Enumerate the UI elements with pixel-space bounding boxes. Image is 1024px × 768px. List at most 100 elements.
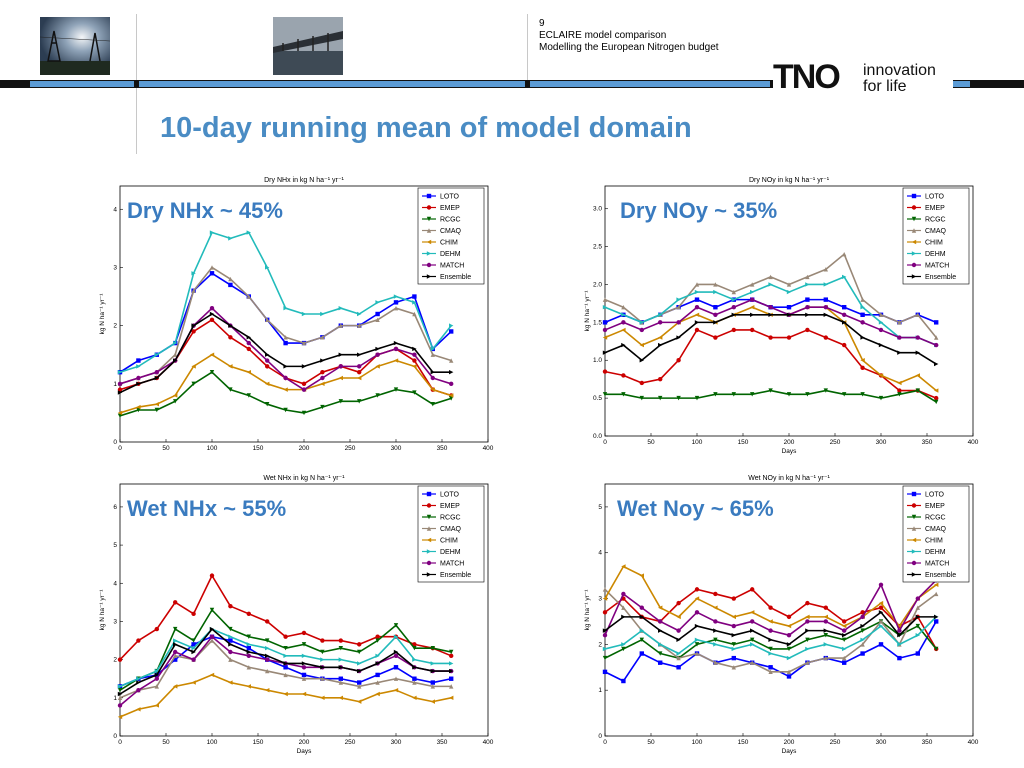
legend-label: LOTO — [440, 193, 459, 200]
data-point — [191, 323, 196, 328]
data-point — [449, 676, 454, 681]
data-point — [694, 610, 700, 615]
data-point — [117, 691, 123, 697]
data-point — [265, 619, 270, 624]
data-point — [375, 634, 380, 639]
data-point — [823, 633, 828, 638]
y-tick-label: 2 — [598, 641, 602, 648]
data-point — [265, 657, 270, 662]
data-point — [897, 335, 902, 340]
data-point — [191, 657, 196, 662]
data-point — [694, 320, 700, 325]
y-axis-label: kg N ha⁻¹ yr⁻¹ — [99, 293, 106, 335]
data-point — [173, 352, 178, 357]
data-point — [191, 611, 196, 617]
series-rcgc — [117, 369, 454, 419]
data-point — [136, 375, 141, 381]
chart-wet-nhx: Wet NHx in kg N ha⁻¹ yr⁻¹0 50 100 150 200 250… — [99, 475, 494, 755]
data-point — [823, 619, 828, 624]
data-point — [209, 626, 215, 632]
data-point — [338, 638, 343, 643]
data-point — [786, 669, 792, 675]
x-tick-label: 100 — [207, 445, 218, 452]
data-point — [283, 645, 288, 651]
data-point — [412, 390, 417, 395]
x-tick-label: 400 — [483, 445, 494, 452]
legend-label: EMEP — [925, 503, 945, 510]
y-axis-label: kg N ha⁻¹ yr⁻¹ — [584, 290, 591, 332]
data-point — [768, 628, 773, 633]
data-point — [805, 282, 810, 287]
x-tick-label: 350 — [437, 739, 448, 746]
series-ensemble — [117, 626, 454, 697]
data-point — [713, 282, 718, 287]
data-point — [209, 317, 215, 323]
data-point — [602, 596, 608, 601]
data-point — [209, 271, 215, 276]
data-point — [750, 642, 755, 647]
data-point — [676, 600, 681, 606]
data-point — [621, 305, 626, 310]
data-point — [731, 623, 736, 629]
data-point — [412, 352, 417, 357]
data-point — [713, 628, 718, 633]
data-point — [786, 646, 792, 652]
data-point — [228, 364, 233, 369]
data-point — [173, 638, 178, 643]
data-point — [338, 676, 343, 681]
data-point — [209, 265, 215, 270]
data-point — [430, 401, 435, 407]
data-point — [430, 684, 435, 689]
data-point — [430, 668, 435, 674]
data-point — [154, 375, 159, 381]
data-point — [375, 364, 380, 369]
data-point — [750, 289, 755, 295]
data-point — [768, 619, 773, 624]
data-point — [375, 638, 380, 643]
legend-label: LOTO — [440, 491, 459, 498]
data-point — [209, 305, 215, 311]
data-point — [860, 614, 865, 620]
data-point — [209, 369, 215, 375]
data-point — [676, 358, 681, 363]
data-point — [375, 672, 380, 678]
data-point — [154, 703, 159, 708]
data-point — [209, 634, 215, 639]
data-point — [357, 352, 362, 357]
data-point — [246, 369, 251, 375]
data-point — [246, 294, 251, 299]
legend-marker — [911, 239, 917, 245]
data-point — [658, 312, 663, 317]
legend-label: CMAQ — [925, 526, 947, 533]
data-point — [750, 637, 755, 642]
data-point — [265, 653, 270, 659]
y-tick-label: 0 — [598, 733, 602, 740]
data-point — [117, 410, 123, 416]
data-point — [768, 637, 773, 642]
data-point — [449, 393, 454, 398]
x-tick-label: 200 — [784, 739, 795, 746]
data-point — [265, 265, 270, 270]
data-point — [805, 392, 810, 397]
data-point — [136, 707, 141, 712]
data-point — [117, 387, 123, 392]
data-point — [246, 665, 251, 670]
data-point — [375, 691, 380, 697]
data-point — [934, 619, 939, 624]
data-point — [860, 365, 865, 371]
data-point — [393, 665, 399, 670]
data-point — [805, 614, 810, 620]
data-point — [750, 392, 755, 397]
series-loto — [602, 619, 939, 684]
data-point — [154, 369, 159, 375]
legend-label: Ensemble — [440, 572, 471, 579]
meta-line-2: Modelling the European Nitrogen budget — [539, 42, 719, 53]
legend-marker — [426, 251, 432, 256]
data-point — [842, 637, 847, 642]
data-point — [265, 381, 270, 387]
data-point — [154, 352, 159, 357]
data-point — [265, 638, 270, 643]
data-point — [338, 695, 343, 701]
legend-label: CHIM — [440, 537, 458, 544]
data-point — [750, 628, 755, 633]
